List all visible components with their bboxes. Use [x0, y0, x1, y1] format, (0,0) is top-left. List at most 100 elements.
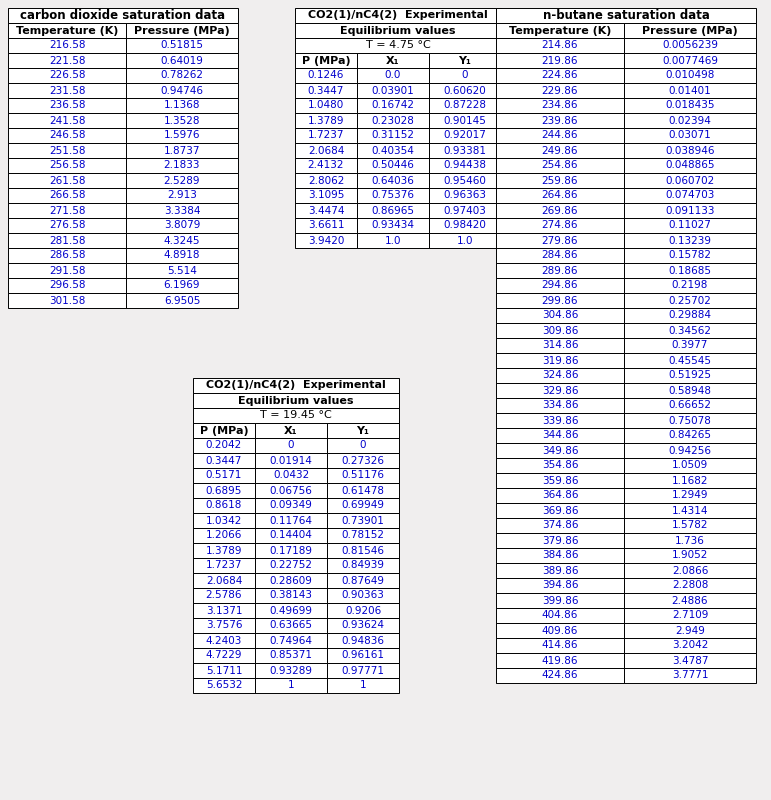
Text: 1.0: 1.0	[456, 235, 473, 246]
Bar	[496, 53, 624, 68]
Text: Equilibrium values: Equilibrium values	[340, 26, 456, 35]
Text: 0.78262: 0.78262	[160, 70, 204, 81]
Bar	[327, 453, 399, 468]
Bar	[255, 543, 327, 558]
Text: 0.17189: 0.17189	[270, 546, 312, 555]
Bar	[496, 23, 624, 38]
Text: 0.93434: 0.93434	[372, 221, 415, 230]
Text: 0.87649: 0.87649	[342, 575, 385, 586]
Text: 0.81546: 0.81546	[342, 546, 385, 555]
Bar	[327, 603, 399, 618]
Text: 1.3789: 1.3789	[308, 115, 344, 126]
Bar	[496, 308, 624, 323]
Bar	[255, 603, 327, 618]
Text: 0.6895: 0.6895	[206, 486, 242, 495]
Text: 0: 0	[360, 441, 366, 450]
Bar	[624, 188, 756, 203]
Text: 219.86: 219.86	[542, 55, 578, 66]
Text: 0.87228: 0.87228	[443, 101, 487, 110]
Text: 309.86: 309.86	[542, 326, 578, 335]
Bar	[496, 83, 624, 98]
Bar	[193, 618, 255, 633]
Bar	[496, 443, 624, 458]
Text: 409.86: 409.86	[542, 626, 578, 635]
Text: 3.7771: 3.7771	[672, 670, 709, 681]
Text: 5.514: 5.514	[167, 266, 197, 275]
Text: 334.86: 334.86	[542, 401, 578, 410]
Bar	[255, 663, 327, 678]
Bar	[126, 293, 238, 308]
Bar	[8, 158, 126, 173]
Bar	[8, 143, 126, 158]
Text: 0.01914: 0.01914	[270, 455, 312, 466]
Bar	[624, 293, 756, 308]
Text: 0.85371: 0.85371	[270, 650, 312, 661]
Text: 229.86: 229.86	[542, 86, 578, 95]
Text: 0.091133: 0.091133	[665, 206, 715, 215]
Bar	[496, 458, 624, 473]
Text: T = 19.45 °C: T = 19.45 °C	[260, 410, 332, 421]
Bar	[496, 413, 624, 428]
Text: 2.7109: 2.7109	[672, 610, 709, 621]
Text: 1.4314: 1.4314	[672, 506, 709, 515]
Bar	[496, 128, 624, 143]
Bar	[255, 648, 327, 663]
Text: 0.8618: 0.8618	[206, 501, 242, 510]
Bar	[193, 648, 255, 663]
Text: 0.97771: 0.97771	[342, 666, 385, 675]
Text: 249.86: 249.86	[542, 146, 578, 155]
Bar	[193, 558, 255, 573]
Bar	[624, 83, 756, 98]
Bar	[624, 638, 756, 653]
Bar	[295, 143, 357, 158]
Text: 2.0866: 2.0866	[672, 566, 709, 575]
Text: 0: 0	[288, 441, 295, 450]
Text: 3.2042: 3.2042	[672, 641, 709, 650]
Text: 2.1833: 2.1833	[163, 161, 200, 170]
Text: 0.34562: 0.34562	[668, 326, 712, 335]
Text: 4.7229: 4.7229	[206, 650, 242, 661]
Bar	[255, 678, 327, 693]
Text: 364.86: 364.86	[542, 490, 578, 501]
Bar	[624, 38, 756, 53]
Text: 0.90363: 0.90363	[342, 590, 385, 601]
Text: 1.736: 1.736	[675, 535, 705, 546]
Text: 0.58948: 0.58948	[668, 386, 712, 395]
Text: 0.2042: 0.2042	[206, 441, 242, 450]
Bar	[357, 173, 429, 188]
Bar	[624, 473, 756, 488]
Text: 3.1371: 3.1371	[206, 606, 242, 615]
Bar	[327, 543, 399, 558]
Bar	[624, 488, 756, 503]
Text: 0.03071: 0.03071	[668, 130, 712, 141]
Bar	[295, 128, 357, 143]
Text: 3.4474: 3.4474	[308, 206, 344, 215]
Bar	[255, 618, 327, 633]
Text: 0.038946: 0.038946	[665, 146, 715, 155]
Bar	[624, 353, 756, 368]
Bar	[193, 453, 255, 468]
Bar	[496, 338, 624, 353]
Text: 1.7237: 1.7237	[308, 130, 344, 141]
Bar	[496, 143, 624, 158]
Text: 0.0432: 0.0432	[273, 470, 309, 481]
Text: 0.64036: 0.64036	[372, 175, 415, 186]
Text: n-butane saturation data: n-butane saturation data	[543, 9, 709, 22]
Bar	[429, 203, 501, 218]
Text: 1: 1	[288, 681, 295, 690]
Text: 1.5782: 1.5782	[672, 521, 709, 530]
Text: 0.09349: 0.09349	[270, 501, 312, 510]
Bar	[126, 113, 238, 128]
Text: 4.3245: 4.3245	[163, 235, 200, 246]
Text: 251.58: 251.58	[49, 146, 86, 155]
Text: 294.86: 294.86	[542, 281, 578, 290]
Text: 0.0077469: 0.0077469	[662, 55, 718, 66]
Bar	[255, 438, 327, 453]
Text: 299.86: 299.86	[542, 295, 578, 306]
Bar	[496, 173, 624, 188]
Bar	[357, 128, 429, 143]
Bar	[496, 638, 624, 653]
Bar	[496, 368, 624, 383]
Text: 221.58: 221.58	[49, 55, 86, 66]
Bar	[126, 248, 238, 263]
